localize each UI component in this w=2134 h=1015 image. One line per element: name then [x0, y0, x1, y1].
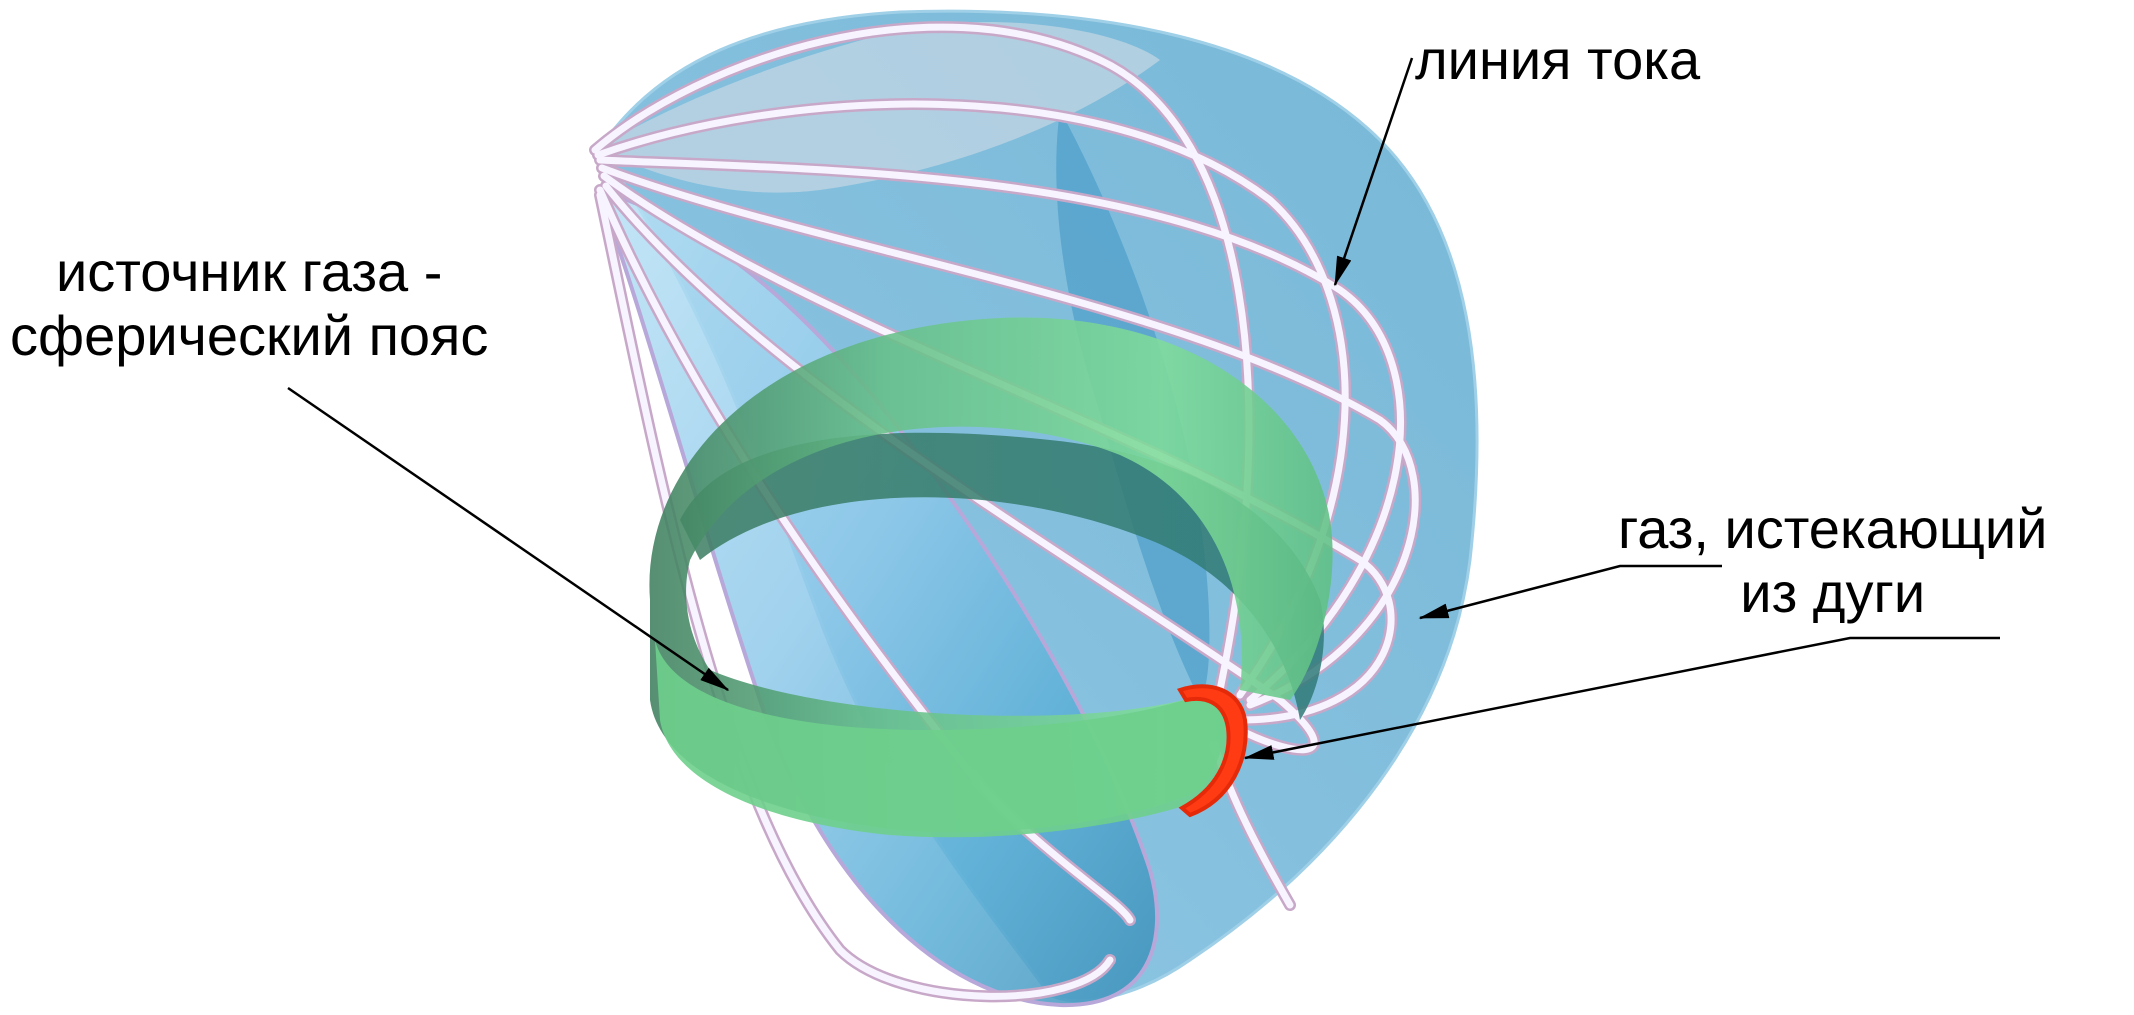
label-streamline-text: линия тока	[1415, 28, 1701, 91]
leader-streamline	[1333, 57, 1414, 287]
leader-gas-outflow-arc	[1243, 636, 2000, 760]
label-gas-source-line1: источник газа -	[55, 240, 443, 303]
belt-inner-back	[680, 432, 1324, 720]
streamlines	[589, 21, 1422, 1003]
leader-gas-outflow-streamline	[1418, 564, 1722, 620]
outflow-arc	[1177, 684, 1248, 818]
label-gas-outflow: газ, истекающий из дуги	[1618, 497, 2047, 626]
label-gas-outflow-line1: газ, истекающий	[1618, 497, 2048, 560]
belt-front-strip	[655, 640, 1232, 838]
belt-band	[649, 317, 1333, 833]
spherical-belt	[649, 317, 1333, 838]
leader-gas-source	[287, 386, 730, 692]
label-gas-source-line2: сферический пояс	[10, 304, 489, 368]
leader-lines	[287, 57, 2000, 760]
label-streamline: линия тока	[1415, 28, 1700, 92]
label-gas-outflow-line2: из дуги	[1740, 561, 1926, 625]
label-gas-source: источник газа - сферический пояс	[10, 240, 488, 369]
